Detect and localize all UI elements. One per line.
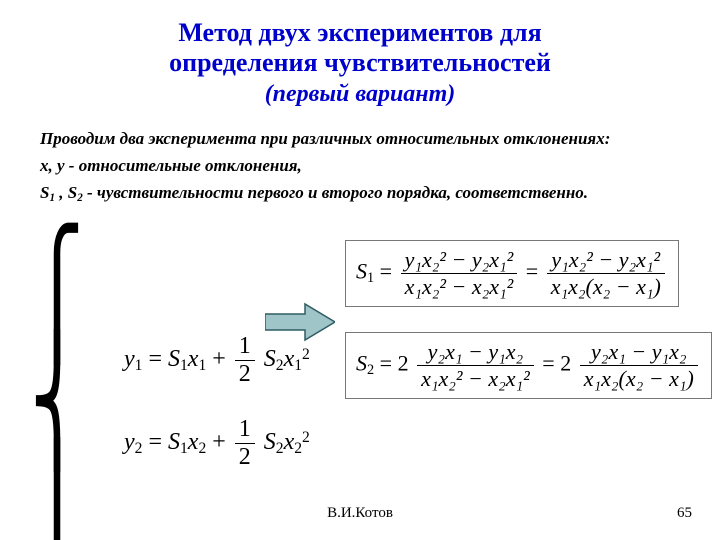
equation-s1-box: S1 = y₁x₂² − y₂x₁² x₁x₂² − x₂x₁² = y₁x₂²… [345,240,679,307]
y1-half-den: 2 [235,360,255,388]
eq-y2: y2 = S1x2 + 12 S2x22 [124,416,310,471]
y2-half-num: 1 [235,416,255,443]
s2-lhs: S [356,351,367,376]
body-line1: Проводим два эксперимента при различных … [40,128,680,151]
y2-s2-sub: 2 [276,440,284,457]
s1-num2: y₁x₂² − y₂x₁² [551,247,660,272]
y2-lhs: y [124,429,135,455]
body-line3: S1 , S2 - чувствительности первого и вто… [40,182,680,206]
s2-den2: x₁x₂(x₂ − x₁) [584,366,694,391]
equation-lines: y1 = S1x1 + 12 S2x12 y2 = S1x2 + 12 S2x2… [124,333,310,471]
slide: Метод двух экспериментов для определения… [0,0,720,540]
footer-author: В.И.Котов [0,505,720,522]
title-line2: определения чувствительностей [169,48,551,77]
y1-lhs: y [124,346,135,372]
y2-x2b: x [284,429,295,455]
body-xy: x, y [40,156,65,175]
s2-lhs-sub: 2 [367,362,374,378]
body-line2: x, y - относительные отклонения, [40,155,680,178]
y1-lhs-sub: 1 [135,357,143,374]
y1-x1b: x [284,346,295,372]
footer-page-number: 65 [677,505,692,522]
y1-x1-sub: 1 [198,357,206,374]
y2-lhs-sub: 2 [135,440,143,457]
title-line1: Метод двух экспериментов для [178,18,541,47]
y2-s1: S [168,429,180,455]
y1-x1b-sub: 1 [294,357,302,374]
s2-num2: y₂x₁ − y₁x₂ [591,339,687,364]
s2-coef: 2 [398,351,409,376]
y1-s2-sub: 2 [276,357,284,374]
s1-frac2: y₁x₂² − y₂x₁² x₁x₂(x₂ − x₁) [547,247,665,300]
y1-half: 12 [235,333,255,388]
s2-den1: x₁x₂² − x₂x₁² [421,366,530,391]
s2-frac2: y₂x₁ − y₁x₂ x₁x₂(x₂ − x₁) [580,339,698,392]
y2-s2: S [264,429,276,455]
title-subtitle: (первый вариант) [265,81,456,107]
s1-num1: y₁x₂² − y₂x₁² [405,247,514,272]
s1-frac1: y₁x₂² − y₂x₁² x₁x₂² − x₂x₁² [401,247,518,300]
s1-lhs-sub: 1 [367,270,374,286]
y1-half-num: 1 [235,333,255,360]
body-line2b: - относительные отклонения, [65,156,302,175]
brace-icon: ⎧⎨⎩ [30,240,84,540]
equation-s2-box: S2 = 2 y₂x₁ − y₁x₂ x₁x₂² − x₂x₁² = 2 y₂x… [345,332,712,399]
y2-x2-sub: 2 [198,440,206,457]
s1-lhs: S [356,259,367,284]
s1-den2: x₁x₂(x₂ − x₁) [551,274,661,299]
equation-system: ⎧⎨⎩ y1 = S1x1 + 12 S2x12 y2 = S1x2 + 12 … [30,240,310,540]
s1-den1: x₁x₂² − x₂x₁² [405,274,514,299]
s2-coef-b: 2 [560,351,571,376]
slide-title: Метод двух экспериментов для определения… [0,18,720,108]
arrow-shape [265,304,335,340]
y2-half: 12 [235,416,255,471]
y2-half-den: 2 [235,443,255,471]
s2-num1: y₂x₁ − y₁x₂ [428,339,524,364]
y2-x2b-sup: 2 [302,429,310,446]
y2-x2: x [188,429,199,455]
s2-frac1: y₂x₁ − y₁x₂ x₁x₂² − x₂x₁² [417,339,534,392]
y1-s2: S [264,346,276,372]
y2-x2b-sub: 2 [294,440,302,457]
body-line3b: - чувствительности первого и второго пор… [83,183,588,202]
y1-x1: x [188,346,199,372]
y1-s1: S [168,346,180,372]
y1-s1-sub: 1 [180,357,188,374]
y1-x1b-sup: 2 [302,346,310,363]
y2-s1-sub: 1 [180,440,188,457]
arrow-icon [265,302,335,342]
body-S2: , S [55,183,77,202]
body-text: Проводим два эксперимента при различных … [40,128,680,210]
